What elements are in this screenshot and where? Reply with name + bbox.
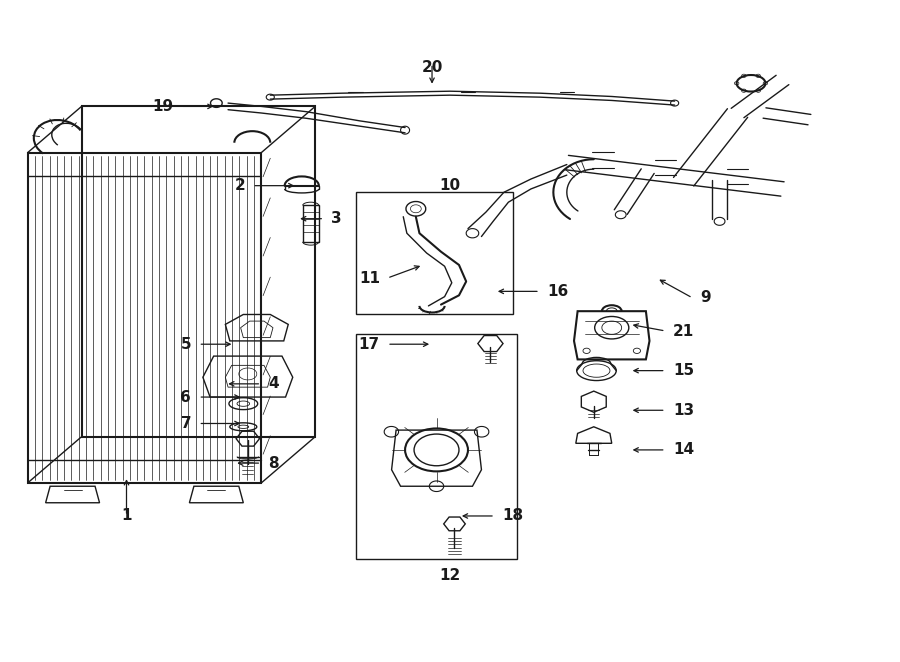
Text: 19: 19 <box>152 99 173 114</box>
Text: 16: 16 <box>547 284 568 299</box>
Text: 3: 3 <box>331 211 342 226</box>
Text: 13: 13 <box>673 402 694 418</box>
Text: 6: 6 <box>180 389 191 404</box>
Text: 18: 18 <box>502 508 523 524</box>
Text: 17: 17 <box>359 337 380 352</box>
Text: 12: 12 <box>439 568 461 583</box>
Text: 2: 2 <box>234 178 245 193</box>
Text: 1: 1 <box>122 508 131 524</box>
Text: 5: 5 <box>181 337 191 352</box>
Text: 11: 11 <box>359 271 380 285</box>
Bar <box>356 334 518 559</box>
Text: 21: 21 <box>673 324 694 338</box>
Text: 20: 20 <box>421 60 443 75</box>
Text: 10: 10 <box>439 178 461 193</box>
Text: 15: 15 <box>673 363 694 378</box>
Text: 14: 14 <box>673 442 694 457</box>
Bar <box>302 205 319 242</box>
Text: 7: 7 <box>181 416 191 431</box>
Text: 8: 8 <box>268 455 279 471</box>
Text: 9: 9 <box>700 291 710 305</box>
Bar <box>356 192 513 314</box>
Text: 4: 4 <box>268 377 279 391</box>
